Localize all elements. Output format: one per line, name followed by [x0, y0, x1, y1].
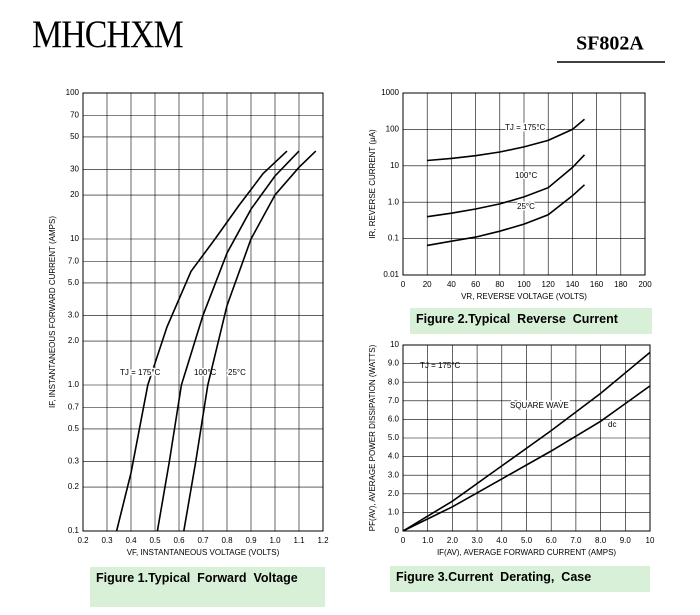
- curve-label: 25°C: [228, 368, 246, 377]
- y-tick-label: 70: [70, 111, 79, 120]
- curve: [427, 118, 586, 162]
- x-tick-label: 6.0: [546, 536, 558, 545]
- y-tick-label: 2.0: [388, 489, 400, 498]
- x-tick-label: 0.9: [245, 536, 257, 545]
- y-tick-label: 30: [70, 164, 79, 173]
- y-tick-label: 2.0: [68, 336, 80, 345]
- curve: [115, 150, 288, 532]
- x-tick-label: 120: [542, 280, 556, 289]
- curve: [402, 351, 651, 532]
- x-axis-label: VR, REVERSE VOLTAGE (VOLTS): [461, 292, 587, 301]
- curve-label: 100°C: [194, 368, 217, 377]
- y-axis-label: IF, INSTANTANEOUS FORWARD CURRENT (AMPS): [48, 216, 57, 408]
- y-tick-label: 3.0: [68, 310, 80, 319]
- part-number: SF802A: [576, 33, 644, 55]
- x-tick-label: 2.0: [447, 536, 459, 545]
- x-tick-label: 3.0: [472, 536, 484, 545]
- x-tick-label: 60: [471, 280, 480, 289]
- x-tick-label: 1.0: [269, 536, 281, 545]
- x-tick-label: 40: [447, 280, 456, 289]
- curve-label: TJ = 175°C: [120, 368, 161, 377]
- x-tick-label: 0.7: [197, 536, 209, 545]
- y-tick-label: 0.1: [68, 526, 80, 535]
- x-tick-label: 1.1: [293, 536, 305, 545]
- curve-label: dc: [608, 420, 616, 429]
- figure-caption: Figure 1.Typical Forward Voltage: [90, 567, 325, 607]
- y-axis-label: IR, REVERSE CURRENT (μA): [368, 129, 377, 239]
- x-tick-label: 0.4: [125, 536, 137, 545]
- y-tick-label: 5.0: [68, 278, 80, 287]
- curve-label: TJ = 175°C: [505, 123, 546, 132]
- y-tick-label: 6.0: [388, 415, 400, 424]
- x-tick-label: 180: [614, 280, 628, 289]
- curve: [427, 184, 586, 247]
- x-tick-label: 80: [495, 280, 504, 289]
- x-axis-label: VF, INSTANTANEOUS VOLTAGE (VOLTS): [127, 548, 280, 557]
- y-tick-label: 10: [390, 161, 399, 170]
- figure-caption: Figure 2.Typical Reverse Current: [410, 308, 652, 334]
- curve-label: 25°C: [517, 202, 535, 211]
- x-tick-label: 1.0: [422, 536, 434, 545]
- x-tick-label: 0.8: [221, 536, 233, 545]
- x-tick-label: 0.5: [149, 536, 161, 545]
- y-tick-label: 0.1: [388, 234, 400, 243]
- curve: [402, 385, 651, 532]
- y-tick-label: 5.0: [388, 433, 400, 442]
- annotation: TJ = 175°C: [420, 361, 461, 370]
- y-tick-label: 7.0: [388, 396, 400, 405]
- y-tick-label: 0.2: [68, 482, 80, 491]
- y-tick-label: 9.0: [388, 359, 400, 368]
- curve: [183, 150, 317, 532]
- curve: [427, 154, 586, 218]
- y-tick-label: 0.01: [383, 270, 399, 279]
- curve-label: 100°C: [515, 171, 538, 180]
- x-tick-label: 0.3: [101, 536, 113, 545]
- figure-caption: Figure 3.Current Derating, Case: [390, 566, 650, 592]
- y-tick-label: 10: [390, 340, 399, 349]
- curve: [156, 150, 300, 532]
- y-tick-label: 100: [386, 125, 400, 134]
- x-tick-label: 0.6: [173, 536, 185, 545]
- y-tick-label: 0: [395, 526, 400, 535]
- x-tick-label: 0.2: [77, 536, 89, 545]
- y-tick-label: 7.0: [68, 257, 80, 266]
- x-tick-label: 1.2: [317, 536, 329, 545]
- x-tick-label: 200: [638, 280, 652, 289]
- y-tick-label: 0.3: [68, 456, 80, 465]
- y-tick-label: 8.0: [388, 377, 400, 386]
- x-tick-label: 10: [646, 536, 655, 545]
- y-tick-label: 1.0: [388, 508, 400, 517]
- y-tick-label: 0.5: [68, 424, 80, 433]
- x-tick-label: 0: [401, 536, 406, 545]
- x-tick-label: 100: [517, 280, 531, 289]
- x-axis-label: IF(AV), AVERAGE FORWARD CURRENT (AMPS): [437, 548, 616, 557]
- x-tick-label: 5.0: [521, 536, 533, 545]
- y-tick-label: 1.0: [68, 380, 80, 389]
- x-tick-label: 20: [423, 280, 432, 289]
- brand: MHCHXM: [32, 12, 183, 56]
- y-tick-label: 1.0: [388, 197, 400, 206]
- x-tick-label: 140: [566, 280, 580, 289]
- y-tick-label: 50: [70, 132, 79, 141]
- x-tick-label: 9.0: [620, 536, 632, 545]
- x-tick-label: 4.0: [496, 536, 508, 545]
- curve-label: SQUARE WAVE: [510, 401, 569, 410]
- x-tick-label: 7.0: [570, 536, 582, 545]
- y-tick-label: 3.0: [388, 470, 400, 479]
- y-tick-label: 1000: [381, 88, 399, 97]
- y-tick-label: 100: [66, 88, 80, 97]
- x-tick-label: 0: [401, 280, 406, 289]
- y-tick-label: 20: [70, 190, 79, 199]
- y-tick-label: 4.0: [388, 452, 400, 461]
- x-tick-label: 8.0: [595, 536, 607, 545]
- x-tick-label: 160: [590, 280, 604, 289]
- y-tick-label: 10: [70, 234, 79, 243]
- y-tick-label: 0.7: [68, 403, 80, 412]
- y-axis-label: PF(AV), AVERAGE POWER DISSIPATION (WATTS…: [368, 344, 377, 531]
